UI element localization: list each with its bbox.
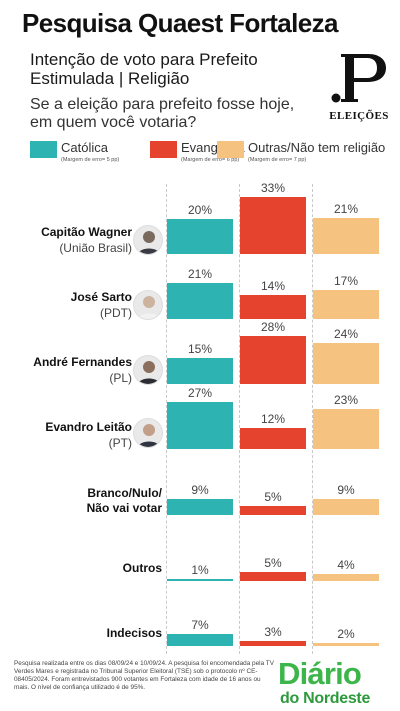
logo-line-2: do Nordeste [280,690,371,707]
value-label-evangelica-7: 3% [264,624,282,639]
legend-swatch-evangelica [150,141,177,158]
guide-line-catolica [166,184,167,654]
value-label-catolica-1: 20% [187,203,213,218]
guide-line-evangelica [239,184,240,654]
value-label-outras-1: 21% [333,201,359,216]
value-label-evangelica-1: 33% [260,181,286,195]
question-line-1: Se a eleição para prefeito fosse hoje, [30,96,295,113]
eleicoes-label: ELEIÇÕES [329,110,389,122]
legend-margin-outras: (Margem de erro= 7 pp) [248,157,307,163]
guide-line-outras [312,184,313,654]
candidate-name: André Fernandes [33,355,132,369]
legend-label-outras: Outras/Não tem religião [248,140,386,155]
bar-catolica-1 [167,219,233,254]
bar-outras-4 [313,409,379,449]
survey-question: Se a eleição para prefeito fosse hoje, e… [30,96,340,132]
candidate-name: Evandro Leitão [45,420,132,434]
value-label-catolica-6: 1% [191,563,209,577]
value-label-catolica-4: 27% [187,386,213,401]
legend-margin-catolica: (Margem de erro= 5 pp) [61,157,120,163]
bar-outras-7 [313,642,379,646]
value-label-catolica-7: 7% [191,617,209,632]
avatar [133,355,163,385]
bar-evangelica-2 [240,294,306,319]
footnote: Pesquisa realizada entre os dias 08/09/2… [14,660,274,691]
avatar [133,225,163,255]
candidate-name: Capitão Wagner [41,225,132,239]
legend-label-catolica: Católica [61,140,108,155]
row-label-line-1: Branco/Nulo/ [87,486,162,500]
page-title: Pesquisa Quaest Fortaleza [22,8,339,38]
bar-catolica-5 [167,499,233,515]
value-label-evangelica-4: 12% [260,412,286,427]
bar-outras-5 [313,499,379,515]
bar-outras-2 [313,289,379,319]
value-label-outras-3: 24% [333,326,359,341]
candidate-party: (PDT) [100,306,132,320]
bar-outras-3 [313,342,379,384]
bar-evangelica-3 [240,335,306,384]
bar-catolica-4 [167,402,233,449]
subtitle-line-2: Estimulada | Religião [30,69,190,88]
question-line-2: em quem você votaria? [30,114,197,131]
logo-line-1: Diário [278,656,362,691]
value-label-outras-2: 17% [333,273,359,288]
value-label-evangelica-2: 14% [260,278,286,293]
eleicoes-brand: ELEIÇÕES [328,52,390,124]
person-icon [137,424,161,447]
avatar [133,418,163,448]
row-label: Outros [122,561,162,575]
value-label-evangelica-3: 28% [260,319,286,334]
value-label-catolica-2: 21% [187,266,213,281]
avatar [133,290,163,320]
person-icon [137,296,161,319]
bar-evangelica-1 [240,197,306,254]
value-label-outras-4: 23% [333,393,359,408]
subtitle-line-1: Intenção de voto para Prefeito [30,50,258,69]
person-icon [137,361,161,384]
bar-evangelica-6 [240,572,306,581]
value-label-outras-6: 4% [337,558,355,573]
p-logo-icon [331,54,386,103]
value-label-evangelica-5: 5% [264,490,282,505]
bar-evangelica-4 [240,428,306,449]
candidate-name: José Sarto [70,290,132,304]
bar-catolica-2 [167,282,233,319]
row-label: Indecisos [106,626,162,640]
chart-legend: Católica (Margem de erro= 5 pp) Evangéli… [0,139,400,169]
candidate-party: (União Brasil) [59,241,132,255]
bar-outras-1 [313,217,379,254]
legend-swatch-catolica [30,141,57,158]
value-label-catolica-5: 9% [191,483,209,498]
diario-do-nordeste-logo: Diário do Nordeste [278,656,390,710]
row-label-line-2: Não vai votar [86,501,162,515]
bar-catolica-7 [167,633,233,646]
bar-evangelica-5 [240,506,306,515]
person-icon [137,231,161,254]
value-label-outras-7: 2% [337,626,355,641]
candidate-party: (PL) [109,371,132,385]
bar-catolica-6 [167,579,233,581]
bar-outras-6 [313,574,379,581]
chart-subtitle: Intenção de voto para Prefeito Estimulad… [30,50,320,88]
bar-evangelica-7 [240,640,306,646]
value-label-catolica-3: 15% [187,342,213,357]
value-label-outras-5: 9% [337,483,355,498]
legend-swatch-outras [217,141,244,158]
legend-margin-evangelica: (Margem de erro= 6 pp) [181,157,240,163]
value-label-evangelica-6: 5% [264,556,282,571]
bar-catolica-3 [167,358,233,384]
candidate-party: (PT) [108,436,132,450]
row-label: Branco/Nulo/ Não vai votar [87,486,162,516]
